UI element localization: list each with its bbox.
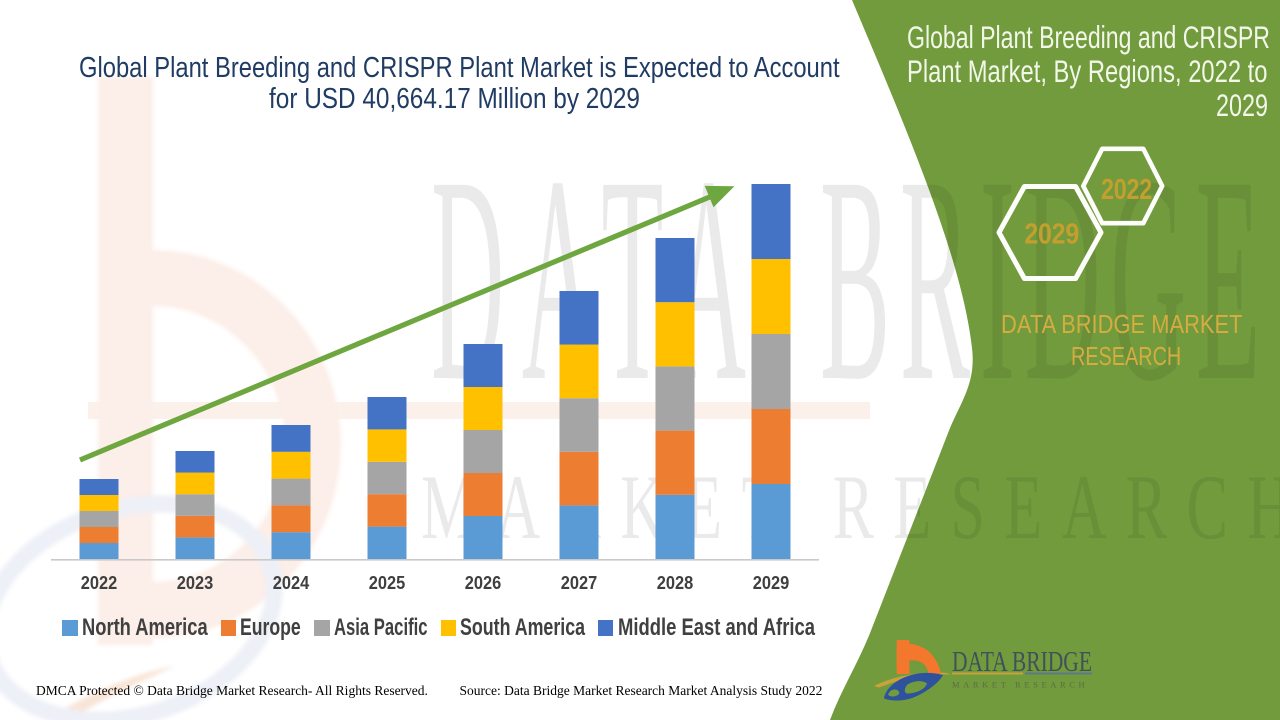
svg-text:MARKET RESEARCH: MARKET RESEARCH (952, 680, 1088, 690)
svg-text:2029: 2029 (1024, 217, 1079, 250)
svg-text:2022: 2022 (1101, 172, 1152, 205)
svg-text:DATA BRIDGE: DATA BRIDGE (952, 646, 1092, 678)
